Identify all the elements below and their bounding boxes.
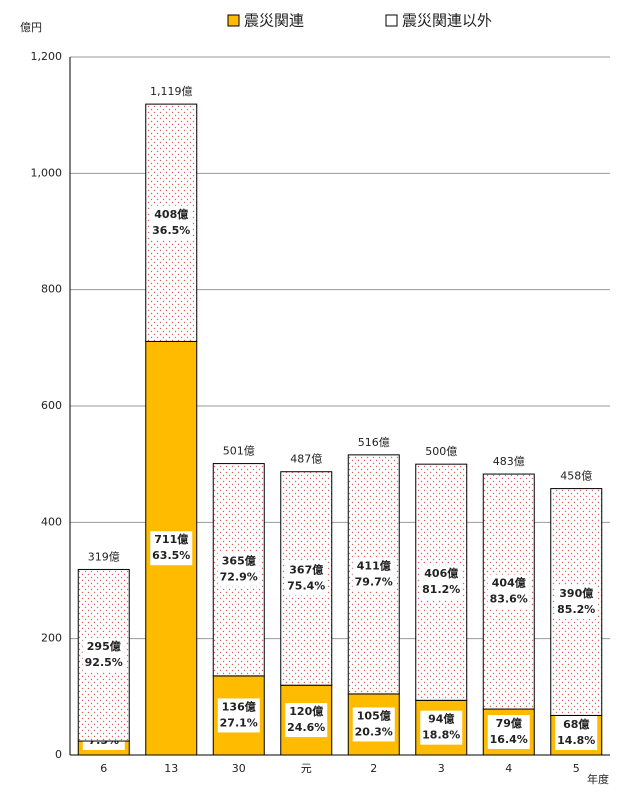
share-label: 85.2% [557,603,595,616]
y-tick-label: 800 [41,283,62,296]
share-label: 92.5% [85,656,123,669]
value-label: 404億 [492,576,526,590]
y-tick-label: 200 [41,632,62,645]
share-label: 24.6% [287,721,325,734]
value-label: 136億 [222,699,256,713]
total-label: 1,119億 [150,85,193,98]
label-bg [150,205,193,240]
label-bg [555,716,598,750]
label-bg [217,552,260,587]
label-bg [82,638,125,673]
legend-swatch [385,14,398,27]
legend-swatch [227,14,240,27]
label-bg [420,710,463,745]
value-label: 711億 [154,532,188,546]
share-label: 27.1% [220,716,258,729]
y-axis-label: 億円 [20,21,42,34]
label-bg [555,585,598,620]
x-tick-label: 3 [438,762,445,775]
value-label: 365億 [222,554,256,568]
value-label: 105億 [357,708,391,722]
x-axis-label: 年度 [587,772,609,786]
share-label: 18.8% [422,729,460,742]
share-label: 72.9% [220,571,258,584]
x-tick-label: 30 [232,762,246,775]
x-tick-label: 5 [573,762,580,775]
share-label: 79.7% [355,575,393,588]
share-label: 75.4% [287,579,325,592]
x-tick-label: 13 [164,762,178,775]
share-label: 83.6% [490,593,528,606]
share-label: 63.5% [152,549,190,562]
total-label: 500億 [425,445,457,458]
share-label: 20.3% [355,725,393,738]
label-bg [285,561,328,596]
total-label: 319億 [88,550,120,563]
share-label: 36.5% [152,224,190,237]
label-bg [420,565,463,600]
total-label: 516億 [358,436,390,449]
label-bg [487,574,530,609]
y-tick-label: 1,200 [31,50,63,63]
label-bg [352,707,395,742]
label-bg [150,531,193,566]
total-label: 487億 [290,453,322,466]
value-label: 390億 [559,586,593,600]
y-tick-label: 1,000 [31,166,63,179]
share-label: 14.8% [557,734,595,747]
x-tick-label: 元 [301,762,312,775]
total-label: 501億 [223,445,255,458]
value-label: 68億 [563,717,589,731]
y-tick-label: 600 [41,399,62,412]
label-bg [487,715,530,750]
total-label: 483億 [493,455,525,468]
value-label: 94億 [428,712,454,726]
label-bg [217,698,260,733]
legend-label: 震災関連以外 [402,12,492,30]
value-label: 120億 [289,704,323,718]
total-label: 458億 [560,470,592,483]
value-label: 411億 [357,558,391,572]
value-label: 295億 [87,639,121,653]
y-tick-label: 400 [41,515,62,528]
legend-label: 震災関連 [244,12,304,30]
x-tick-label: 6 [100,762,107,775]
label-bg [285,703,328,738]
value-label: 367億 [289,562,323,576]
y-tick-label: 0 [55,748,62,761]
share-label: 81.2% [422,583,460,596]
value-label: 79億 [496,716,522,730]
share-label: 16.4% [490,733,528,746]
x-tick-label: 2 [370,762,377,775]
x-tick-label: 4 [505,762,512,775]
value-label: 406億 [424,566,458,580]
label-bg [352,557,395,592]
value-label: 408億 [154,207,188,221]
